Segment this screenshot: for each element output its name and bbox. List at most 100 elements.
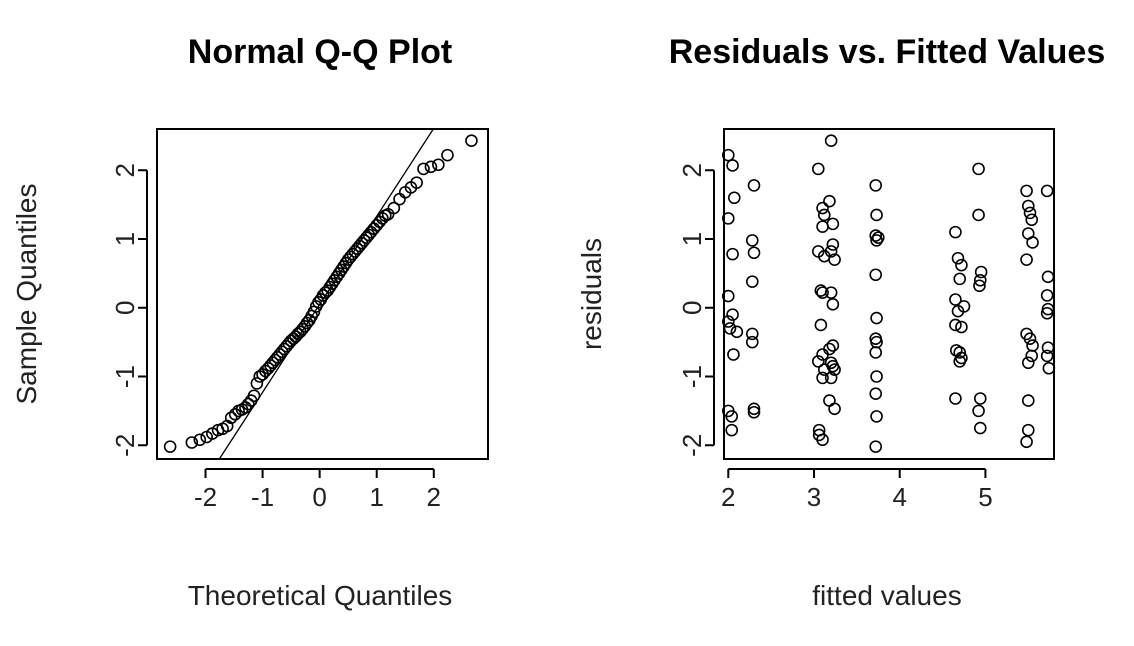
qq-x-axis-label: Theoretical Quantiles [188,580,453,611]
residuals-point [726,308,739,321]
qq-point [242,397,255,411]
residuals-plot-frame [723,128,1055,460]
residuals-y-tick-label: 0 [677,301,707,315]
residuals-point [869,179,883,192]
qq-point [185,436,199,449]
residuals-point [730,325,744,339]
residuals-point [725,423,739,437]
residuals-point [726,247,739,261]
qq-y-tick-label: 2 [110,163,140,177]
residuals-point [953,346,967,359]
residuals-point [870,370,883,383]
residuals-y-tick-label: -1 [677,365,707,388]
qq-point [224,411,238,425]
residuals-point [723,322,737,335]
residuals-point [721,315,735,328]
residuals-plot-panel: Residuals vs. Fitted Values 2 3 4 5 -2 -1 0 1 2… [576,33,1105,611]
residuals-point [951,251,965,265]
residuals-point [1025,213,1039,227]
residuals-point [1020,435,1033,449]
residuals-point [747,402,761,416]
qq-point [370,218,384,232]
qq-y-axis-label: Sample Quantiles [11,183,42,404]
residuals-point [973,273,987,287]
residuals-x-axis-label: fitted values [812,580,961,611]
residuals-point [1026,339,1039,352]
qq-x-tick-label: 2 [427,482,441,512]
residuals-x-tick-label: 5 [978,482,992,512]
qq-plot-panel: Normal Q-Q Plot -2 -1 0 1 2 -2 -1 0 1 2 Theoreti… [11,33,489,611]
qq-point [393,192,406,206]
residuals-point [817,208,831,222]
residuals-point [1041,341,1055,354]
residuals-point [826,339,840,352]
residuals-point [823,394,836,407]
qq-points [163,128,478,460]
residuals-point [1021,199,1035,213]
residuals-point [870,410,883,423]
residuals-point [972,404,985,418]
residuals-point [811,355,825,368]
residuals-point [816,286,829,299]
residuals-point [953,355,967,368]
residuals-plot-title: Residuals vs. Fitted Values [669,33,1106,71]
residuals-point [1025,349,1039,363]
qq-point [465,134,478,147]
residuals-point [973,392,987,405]
residuals-point [824,134,838,147]
qq-plot-frame [156,128,489,460]
residuals-point [747,405,761,419]
qq-x-tick-label: 0 [312,482,326,512]
residuals-point [745,327,759,341]
residuals-point [828,363,841,376]
residuals-point [869,346,883,359]
qq-point [250,377,264,390]
residuals-point [871,231,885,244]
qq-point [441,148,454,162]
residuals-point [955,320,968,334]
residuals-point [949,318,962,332]
residuals-point [1020,253,1033,266]
qq-reference-line [218,128,434,460]
qq-y-tick-label: -1 [110,365,140,388]
residuals-point [826,238,840,251]
residuals-point [949,392,962,405]
residuals-x-tick-label: 2 [721,482,735,512]
residuals-point [955,258,968,272]
residuals-point [869,268,883,282]
residuals-x-tick-label: 3 [807,482,821,512]
residuals-point [745,275,759,288]
qq-point [432,158,445,172]
residuals-point [727,348,740,361]
qq-y-tick-label: -2 [110,434,140,457]
residuals-point [721,289,735,303]
residuals-point [1040,306,1054,320]
residuals-point [869,440,883,453]
residuals-points [721,134,1056,453]
qq-point [247,389,261,403]
residuals-point [726,159,739,172]
residuals-point [870,311,883,325]
residuals-point [1021,423,1035,437]
residuals-point [1040,184,1054,198]
residuals-point [721,148,735,162]
residuals-point [814,318,828,332]
residuals-point [816,371,829,385]
residuals-point [745,234,759,247]
residuals-point [972,208,985,222]
qq-y-tick-label: 0 [110,301,140,315]
residuals-point [953,272,967,286]
qq-x-axis: -2 -1 0 1 2 [194,468,441,512]
residuals-point [1042,361,1056,375]
residuals-point [828,402,841,416]
qq-point [239,401,252,414]
qq-x-tick-label: -2 [194,482,217,512]
residuals-y-tick-label: -2 [677,434,707,457]
residuals-point [727,191,741,205]
residuals-point [949,225,962,239]
residuals-point [816,433,829,447]
residuals-point [816,220,829,233]
residuals-point [1023,206,1037,220]
qq-y-axis: -2 -1 0 1 2 [110,163,148,457]
